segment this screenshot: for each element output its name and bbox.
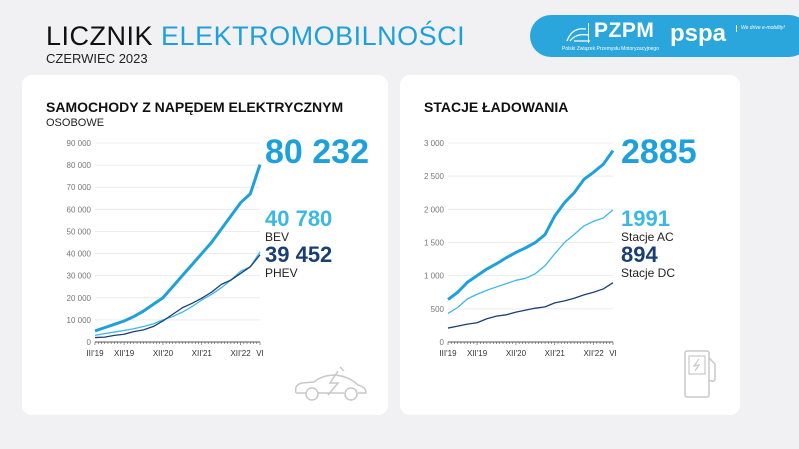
x-tick-label: XII'22 — [583, 349, 604, 358]
page-title: LICZNIK ELEKTROMOBILNOŚCI — [46, 21, 466, 51]
electric-car-icon — [294, 366, 367, 401]
y-tick-label: 1 000 — [424, 272, 445, 281]
y-tick-label: 40 000 — [67, 250, 92, 259]
ac-label: Stacje AC — [621, 230, 674, 244]
pzpm-logo: PZPM — [594, 19, 655, 42]
page-subtitle: CZERWIEC 2023 — [46, 51, 148, 66]
x-tick-label: III'19 — [439, 349, 457, 358]
series-line-phev — [94, 254, 261, 339]
stations-total: 2885 — [621, 133, 697, 171]
bev-label: BEV — [265, 230, 290, 244]
ac-value: 1991 — [621, 206, 670, 231]
y-tick-label: 1 500 — [424, 239, 445, 248]
x-tick-label: XII'20 — [153, 349, 174, 358]
y-tick-label: 2 500 — [424, 172, 445, 181]
y-tick-label: 3 000 — [424, 139, 445, 148]
charging-station-icon — [684, 350, 716, 398]
stations-card: STACJE ŁADOWANIA 2885 1991 Stacje AC 894… — [400, 75, 740, 415]
partner-logos: PZPM Polski Związek Przemysłu Motoryzacy… — [530, 15, 799, 57]
y-tick-label: 90 000 — [67, 139, 92, 148]
dc-value: 894 — [621, 242, 658, 267]
x-tick-label: XII'21 — [192, 349, 213, 358]
x-tick-label: XII'19 — [467, 349, 488, 358]
series-line-total — [447, 149, 615, 301]
cars-total: 80 232 — [265, 133, 369, 171]
dc-label: Stacje DC — [621, 266, 676, 280]
cars-title: SAMOCHODY Z NAPĘDEM ELEKTRYCZNYM — [46, 99, 344, 115]
y-tick-label: 50 000 — [67, 227, 92, 236]
series-line-total — [94, 164, 262, 333]
phev-label: PHEV — [265, 266, 298, 280]
y-tick-label: 30 000 — [67, 272, 92, 281]
x-tick-label: VI — [256, 349, 264, 358]
y-tick-label: 0 — [440, 338, 445, 347]
y-tick-label: 60 000 — [67, 205, 92, 214]
pzpm-logo-icon — [566, 28, 590, 42]
y-tick-label: 70 000 — [67, 183, 92, 192]
y-tick-label: 80 000 — [67, 161, 92, 170]
cars-subtitle: OSOBOWE — [46, 117, 105, 129]
y-tick-label: 500 — [431, 305, 445, 314]
phev-value: 39 452 — [265, 242, 333, 267]
x-tick-label: XII'22 — [230, 349, 251, 358]
x-tick-label: III'19 — [86, 349, 104, 358]
stations-title: STACJE ŁADOWANIA — [424, 99, 569, 115]
y-tick-label: 2 000 — [424, 205, 445, 214]
cars-card: SAMOCHODY Z NAPĘDEM ELEKTRYCZNYM OSOBOWE… — [22, 75, 388, 415]
x-tick-label: XII'19 — [114, 349, 135, 358]
x-tick-label: VI — [609, 349, 617, 358]
series-line-stacje-dc — [447, 282, 614, 329]
series-line-stacje-ac — [447, 209, 614, 315]
y-tick-label: 0 — [87, 338, 92, 347]
x-tick-label: XII'20 — [506, 349, 527, 358]
y-tick-label: 20 000 — [67, 294, 92, 303]
x-tick-label: XII'21 — [545, 349, 566, 358]
pspa-logo: pspa — [670, 20, 727, 47]
y-tick-label: 10 000 — [67, 316, 92, 325]
bev-value: 40 780 — [265, 206, 333, 231]
